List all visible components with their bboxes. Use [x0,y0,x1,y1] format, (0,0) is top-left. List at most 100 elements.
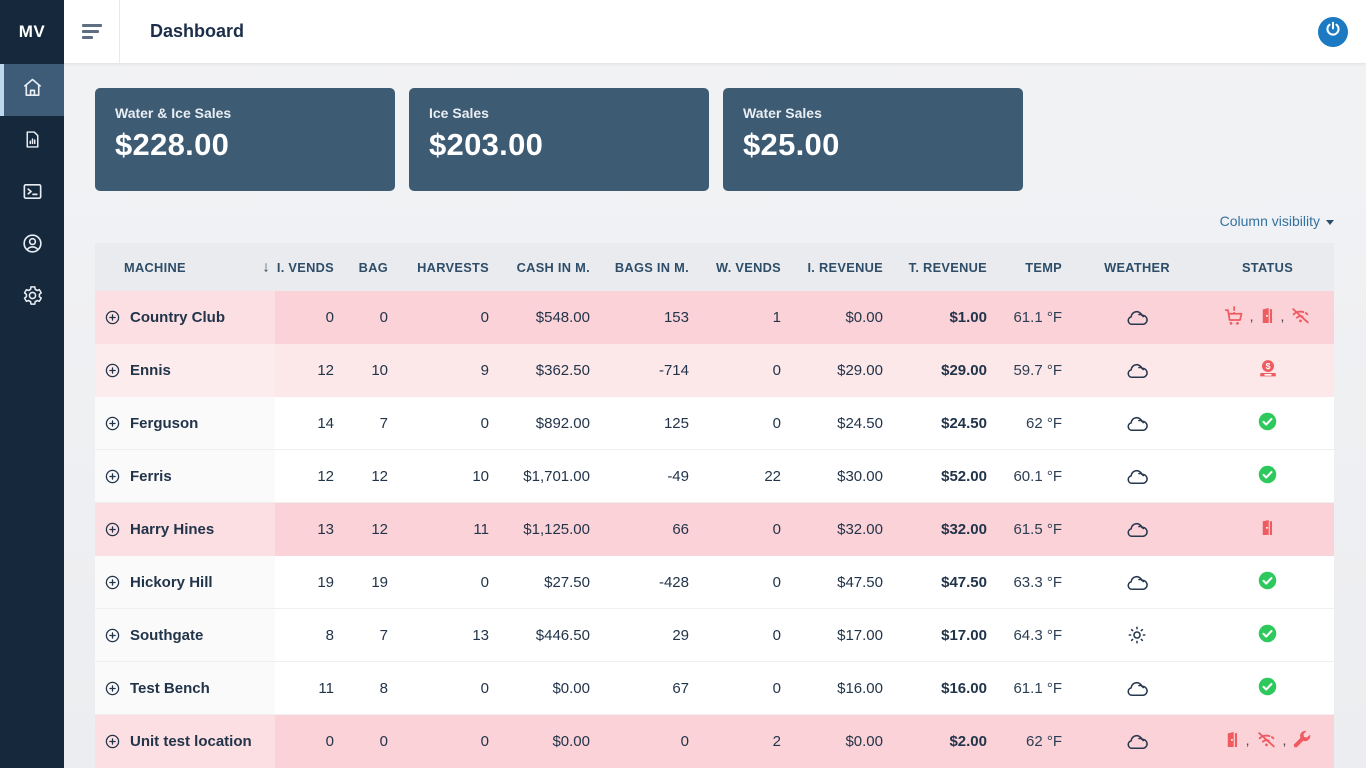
harvests-cell: 0 [399,397,500,450]
column-header-label: W. VENDS [716,259,781,275]
bag-cell: 10 [371,362,388,379]
temp-cell: 59.7 °F [1013,362,1062,379]
weather-cell [1073,556,1201,609]
weather-cell [1073,609,1201,662]
machine-name: Ennis [130,362,171,379]
w-vends-cell: 0 [700,556,792,609]
weather-cell [1073,450,1201,503]
machine-name: Harry Hines [130,521,215,538]
expand-row-icon[interactable] [104,574,121,591]
i-revenue-cell: $0.00 [845,733,883,750]
weather-cell [1073,344,1201,397]
bags-in-m-cell: 153 [663,309,689,326]
bags-in-m-cell: 29 [601,609,700,662]
status-cell [1201,397,1334,450]
summary-card: Water Sales $25.00 [723,88,1023,191]
temp-cell: 61.5 °F [1013,521,1062,538]
wifi-slash-icon [1254,729,1279,751]
machine-name: Southgate [130,626,204,644]
menu-toggle-button[interactable] [64,0,120,64]
main-content: Water & Ice Sales $228.00 Ice Sales $203.00… [64,64,1366,768]
column-header-i-vends[interactable]: I. VENDS [275,243,345,291]
column-header-bags-in-m[interactable]: BAGS IN M. [601,243,700,291]
column-header-weather[interactable]: WEATHER [1073,243,1201,291]
t-revenue-cell: $47.50 [894,556,998,609]
t-revenue-cell: $24.50 [894,397,998,450]
machine-name: Ferguson [130,414,199,432]
sidebar-item-account[interactable] [0,220,64,272]
column-header-harvests[interactable]: HARVESTS [399,243,500,291]
expand-row-icon[interactable] [104,415,121,432]
column-header-w-vends[interactable]: W. VENDS [700,243,792,291]
card-label: Ice Sales [429,105,489,121]
temp-cell: 61.1 °F [1013,309,1062,326]
status-cell [1201,609,1334,662]
machine-row: Hickory Hill 19 19 0 $27.50 -428 0 $47.50 $47.50… [95,556,1334,609]
card-value: $228.00 [115,127,230,162]
hamburger-icon [81,24,102,39]
column-header-i-revenue[interactable]: I. REVENUE [792,243,894,291]
expand-row-icon[interactable] [104,309,121,326]
w-vends-cell: 1 [772,309,781,326]
expand-row-icon[interactable] [104,521,121,538]
sidebar-item-settings[interactable] [0,272,64,324]
sidebar-item-home[interactable] [0,64,64,116]
column-header-label: TEMP [1025,259,1062,275]
column-header-machine[interactable]: MACHINE ↓ [95,243,275,291]
machine-name: Unit test location [130,733,252,750]
expand-row-icon[interactable] [104,627,121,644]
t-revenue-cell: $2.00 [949,733,987,750]
weather-cell [1073,715,1201,768]
w-vends-cell: 0 [700,397,792,450]
cash-in-m-cell: $27.50 [500,556,601,609]
t-revenue-cell: $1.00 [949,309,987,326]
w-vends-cell: 0 [772,521,781,538]
door-open-icon [1258,517,1277,538]
account-icon [21,232,44,260]
check-circle-icon [1257,676,1278,697]
power-logo-button[interactable] [1318,16,1348,47]
column-header-label: BAG [358,259,388,275]
sidebar-item-reports[interactable] [0,116,64,168]
i-vends-cell: 12 [275,450,345,503]
expand-row-icon[interactable] [104,362,121,379]
column-header-label: STATUS [1241,259,1294,275]
column-visibility-button[interactable]: Column visibility [1220,213,1334,229]
column-header-bag[interactable]: BAG [345,243,399,291]
column-header-t-revenue[interactable]: T. REVENUE [894,243,998,291]
weather-cell [1073,503,1201,556]
column-header-label: WEATHER [1104,259,1170,275]
column-header-status[interactable]: STATUS [1201,243,1334,291]
w-vends-cell: 0 [700,662,792,715]
bag-cell: 7 [345,397,399,450]
column-header-temp[interactable]: TEMP [998,243,1073,291]
card-label: Water & Ice Sales [115,105,232,121]
column-header-cash-in-m[interactable]: CASH IN M. [500,243,601,291]
column-visibility-label: Column visibility [1219,213,1320,229]
sidebar-item-terminal[interactable] [0,168,64,220]
i-revenue-cell: $32.00 [837,521,883,538]
check-circle-icon [1257,411,1278,432]
machine-name: Country Club [130,309,225,326]
bag-cell: 12 [345,450,399,503]
machine-cell: Ferris [95,450,275,503]
cash-in-m-cell: $0.00 [552,733,590,750]
i-vends-cell: 11 [275,662,345,715]
temp-cell: 61.1 °F [998,662,1073,715]
cloudy-icon [1125,307,1150,328]
cart-alert-icon [1222,305,1246,327]
i-revenue-cell: $47.50 [792,556,894,609]
column-header-label: I. VENDS [276,259,334,275]
expand-row-icon[interactable] [104,468,121,485]
app-logo: MV [18,22,46,41]
machine-name: Hickory Hill [130,573,213,591]
machine-row: Country Club 0 0 0 $548.00 153 1 $0.00 $1.00 61.1… [95,291,1334,344]
wifi-slash-icon [1288,305,1313,327]
reports-icon [22,128,43,156]
machine-row: Test Bench 11 8 0 $0.00 67 0 $16.00 $16.00 61.1 °… [95,662,1334,715]
status-separator: , [1245,731,1250,748]
machine-cell: Ennis [95,344,275,397]
expand-row-icon[interactable] [104,680,121,697]
expand-row-icon[interactable] [104,733,121,750]
status-separator: , [1282,731,1287,748]
